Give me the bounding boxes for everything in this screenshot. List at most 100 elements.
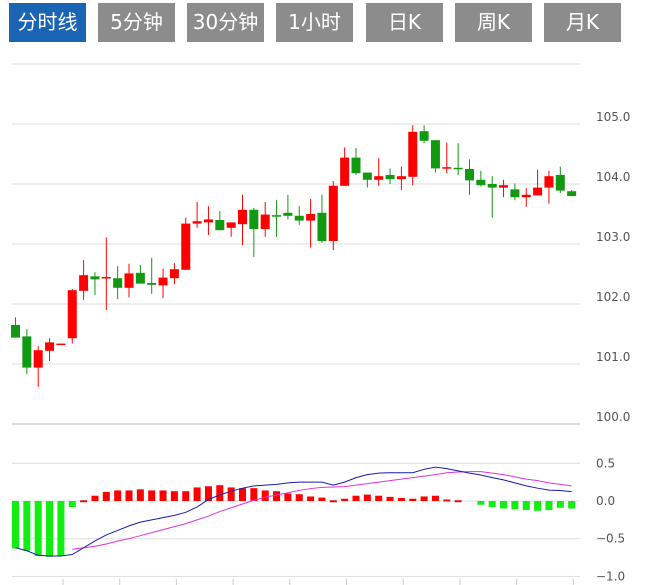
macd-histogram-bar <box>295 494 303 501</box>
tab-5min[interactable]: 5分钟 <box>98 3 175 42</box>
price-tick-label: 105.0 <box>596 110 630 124</box>
macd-histogram-bar <box>261 490 269 501</box>
candle-body <box>67 290 77 339</box>
macd-histogram-bar <box>375 495 383 501</box>
macd-histogram-bar <box>102 491 110 501</box>
candle-body <box>567 191 577 196</box>
candle-body <box>453 167 463 170</box>
candle-body <box>340 157 350 186</box>
tab-1hour[interactable]: 1小时 <box>276 3 353 42</box>
macd-histogram-bar <box>227 487 235 501</box>
macd-histogram-bar <box>511 501 519 510</box>
macd-histogram-bar <box>273 491 281 501</box>
tab-daily-k[interactable]: 日K <box>366 3 443 42</box>
price-tick-label: 103.0 <box>596 230 630 244</box>
candle-body <box>192 221 202 224</box>
macd-histogram-bar <box>12 501 19 549</box>
macd-histogram-bar <box>500 501 508 509</box>
price-tick-label: 101.0 <box>596 350 630 364</box>
candle-body <box>544 176 554 188</box>
tab-intraday[interactable]: 分时线 <box>9 3 86 42</box>
candle-body <box>203 219 213 223</box>
macd-histogram-bar <box>318 497 326 501</box>
macd-histogram-bar <box>182 491 190 501</box>
candle-body <box>124 273 134 288</box>
macd-histogram-bar <box>23 501 31 551</box>
macd-histogram-bar <box>556 501 564 508</box>
candle-body <box>419 131 429 141</box>
macd-histogram-bar <box>341 498 349 501</box>
macd-histogram-bar <box>307 496 315 501</box>
macd-histogram-bar <box>204 486 212 501</box>
macd-histogram-bar <box>136 489 144 501</box>
macd-histogram-bar <box>250 488 258 501</box>
candle-body <box>317 212 327 241</box>
candle-body <box>283 212 293 216</box>
macd-histogram-bar <box>57 501 65 557</box>
candle-body <box>385 175 395 180</box>
tab-weekly-k[interactable]: 周K <box>455 3 532 42</box>
candle-body <box>396 176 406 180</box>
candle-body <box>362 172 372 180</box>
macd-histogram-bar <box>397 497 405 501</box>
candle-body <box>260 214 270 229</box>
candle-body <box>408 131 418 177</box>
candle-body <box>169 269 179 279</box>
candle-body <box>328 185 338 241</box>
macd-histogram-bar <box>443 499 451 502</box>
macd-tick-label: −0.5 <box>596 532 625 546</box>
candle-body <box>158 277 168 286</box>
macd-histogram-bar <box>68 501 76 508</box>
candle-body <box>22 336 32 368</box>
candle-body <box>56 343 66 346</box>
macd-tick-label: −1.0 <box>596 569 625 583</box>
macd-histogram-bar <box>34 501 42 557</box>
candle-body <box>555 175 565 191</box>
macd-histogram-bar <box>522 501 530 511</box>
candle-body <box>79 275 89 291</box>
dif-line <box>15 466 572 557</box>
candle-body <box>45 342 55 351</box>
tab-30min[interactable]: 30分钟 <box>187 3 264 42</box>
tab-monthly-k[interactable]: 月K <box>544 3 621 42</box>
macd-tick-label: 0.0 <box>596 494 615 508</box>
macd-histogram-bar <box>148 490 156 501</box>
candle-body <box>135 272 145 284</box>
macd-tick-label: 0.5 <box>596 456 615 470</box>
candle-body <box>351 157 361 174</box>
macd-histogram-bar <box>91 495 99 501</box>
macd-histogram-bar <box>114 490 122 501</box>
candle-body <box>272 215 282 217</box>
macd-histogram-bar <box>170 491 178 501</box>
macd-histogram-bar <box>534 501 542 511</box>
candle-body <box>238 209 247 225</box>
macd-histogram-bar <box>488 501 496 508</box>
price-tick-label: 100.0 <box>596 410 630 424</box>
macd-histogram-bar <box>431 495 439 501</box>
candle-body <box>510 189 520 198</box>
macd-histogram-bar <box>420 496 428 501</box>
macd-histogram-bar <box>454 500 462 503</box>
candle-body <box>499 185 509 188</box>
candle-body <box>181 223 191 270</box>
macd-histogram-bar <box>193 487 201 501</box>
candle-body <box>101 277 111 279</box>
macd-histogram-bar <box>409 498 417 501</box>
macd-histogram-bar <box>46 501 54 557</box>
macd-histogram-bar <box>284 493 292 501</box>
candle-body <box>249 209 259 229</box>
candle-body <box>430 140 440 169</box>
candle-body <box>533 187 543 196</box>
macd-histogram-bar <box>239 488 246 501</box>
macd-histogram-bar <box>216 485 224 501</box>
macd-histogram-bar <box>352 495 360 501</box>
candle-body <box>465 169 474 181</box>
candle-body <box>294 215 304 221</box>
price-tick-label: 104.0 <box>596 170 630 184</box>
candle-body <box>306 214 316 221</box>
candle-body <box>113 278 123 288</box>
candle-body <box>147 283 157 285</box>
dea-line <box>72 471 572 550</box>
macd-histogram-bar <box>329 500 337 503</box>
